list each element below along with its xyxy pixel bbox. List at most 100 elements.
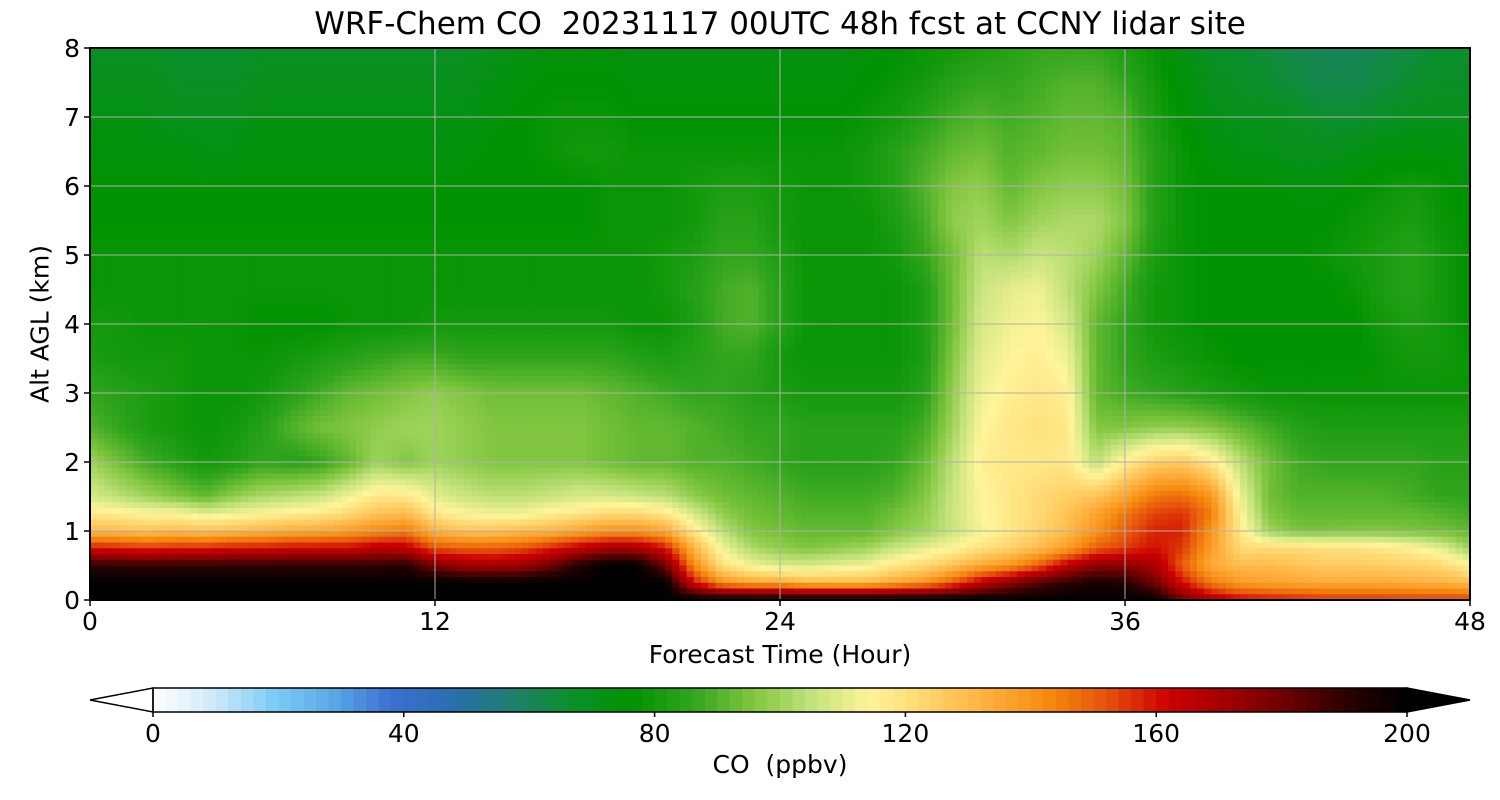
heatmap-cell bbox=[1045, 53, 1054, 61]
heatmap-cell bbox=[212, 163, 220, 170]
heatmap-cell bbox=[406, 94, 415, 101]
heatmap-cell bbox=[1218, 174, 1227, 181]
heatmap-cell bbox=[1038, 128, 1047, 135]
heatmap-cell bbox=[873, 122, 882, 130]
heatmap-cell bbox=[988, 122, 997, 130]
heatmap-cell bbox=[1441, 180, 1450, 187]
heatmap-cell bbox=[1168, 94, 1176, 101]
heatmap-cell bbox=[1405, 117, 1414, 124]
heatmap-cell bbox=[1462, 151, 1470, 158]
heatmap-cell bbox=[442, 191, 450, 199]
heatmap-cell bbox=[528, 53, 537, 61]
heatmap-cell bbox=[348, 191, 357, 199]
heatmap-cell bbox=[665, 99, 673, 107]
heatmap-cell bbox=[607, 53, 616, 61]
heatmap-cell bbox=[1362, 180, 1370, 187]
heatmap-cell bbox=[384, 163, 393, 170]
heatmap-cell bbox=[1448, 122, 1457, 130]
heatmap-cell bbox=[1067, 53, 1076, 61]
heatmap-cell bbox=[722, 140, 731, 147]
heatmap-cell bbox=[478, 117, 486, 124]
heatmap-cell bbox=[1010, 145, 1018, 153]
heatmap-cell bbox=[499, 122, 508, 130]
heatmap-cell bbox=[650, 174, 659, 181]
heatmap-cell bbox=[1304, 48, 1313, 55]
heatmap-cell bbox=[1024, 191, 1033, 199]
heatmap-cell bbox=[1275, 174, 1284, 181]
heatmap-cell bbox=[1390, 88, 1399, 95]
heatmap-cell bbox=[722, 65, 731, 72]
heatmap-cell bbox=[427, 48, 436, 55]
heatmap-cell bbox=[1146, 105, 1155, 112]
heatmap-cell bbox=[974, 163, 982, 170]
heatmap-cell bbox=[1232, 117, 1241, 124]
heatmap-cell bbox=[1189, 99, 1198, 107]
heatmap-cell bbox=[1146, 82, 1155, 89]
heatmap-cell bbox=[952, 76, 961, 84]
heatmap-cell bbox=[97, 122, 105, 130]
heatmap-cell bbox=[916, 122, 925, 130]
heatmap-cell bbox=[240, 140, 249, 147]
co-concentration-field bbox=[90, 48, 1470, 600]
heatmap-cell bbox=[255, 174, 264, 181]
heatmap-cell bbox=[787, 117, 795, 124]
heatmap-cell bbox=[672, 145, 680, 153]
heatmap-cell bbox=[679, 157, 688, 164]
heatmap-cell bbox=[930, 76, 939, 84]
heatmap-cell bbox=[125, 191, 134, 199]
heatmap-cell bbox=[952, 151, 961, 158]
heatmap-cell bbox=[1103, 53, 1112, 61]
heatmap-cell bbox=[1261, 180, 1270, 187]
heatmap-cell bbox=[1074, 163, 1083, 170]
heatmap-cell bbox=[736, 140, 745, 147]
heatmap-cell bbox=[370, 76, 379, 84]
heatmap-cell bbox=[959, 151, 968, 158]
heatmap-cell bbox=[240, 48, 249, 55]
heatmap-cell bbox=[1283, 163, 1291, 170]
heatmap-cell bbox=[585, 88, 594, 95]
heatmap-cell bbox=[435, 122, 443, 130]
heatmap-cell bbox=[945, 134, 954, 141]
heatmap-cell bbox=[772, 174, 781, 181]
heatmap-cell bbox=[837, 94, 846, 101]
heatmap-cell bbox=[837, 111, 846, 118]
heatmap-cell bbox=[1254, 53, 1263, 61]
heatmap-cell bbox=[176, 174, 185, 181]
heatmap-cell bbox=[1254, 88, 1263, 95]
heatmap-cell bbox=[154, 94, 163, 101]
heatmap-cell bbox=[240, 111, 249, 118]
heatmap-cell bbox=[1398, 140, 1406, 147]
heatmap-cell bbox=[485, 186, 494, 193]
heatmap-cell bbox=[966, 88, 975, 95]
heatmap-cell bbox=[657, 145, 666, 153]
heatmap-cell bbox=[765, 117, 774, 124]
heatmap-cell bbox=[298, 151, 307, 158]
heatmap-cell bbox=[133, 145, 141, 153]
heatmap-cell bbox=[205, 191, 213, 199]
heatmap-cell bbox=[1139, 53, 1148, 61]
heatmap-cell bbox=[1045, 94, 1054, 101]
heatmap-cell bbox=[593, 174, 601, 181]
heatmap-cell bbox=[607, 82, 616, 89]
heatmap-cell bbox=[449, 48, 458, 55]
heatmap-cell bbox=[1225, 134, 1234, 141]
heatmap-cell bbox=[212, 71, 220, 78]
heatmap-cell bbox=[197, 191, 206, 199]
heatmap-cell bbox=[643, 111, 652, 118]
heatmap-cell bbox=[1426, 53, 1435, 61]
heatmap-cell bbox=[269, 122, 278, 130]
heatmap-cell bbox=[794, 105, 803, 112]
heatmap-cell bbox=[614, 151, 623, 158]
heatmap-cell bbox=[485, 71, 494, 78]
heatmap-cell bbox=[650, 65, 659, 72]
heatmap-cell bbox=[1247, 53, 1255, 61]
heatmap-cell bbox=[384, 71, 393, 78]
heatmap-cell bbox=[550, 76, 558, 84]
heatmap-cell bbox=[629, 111, 637, 118]
heatmap-cell bbox=[1053, 145, 1061, 153]
heatmap-cell bbox=[988, 180, 997, 187]
heatmap-cell bbox=[197, 53, 206, 61]
heatmap-cell bbox=[758, 71, 767, 78]
heatmap-cell bbox=[413, 168, 422, 176]
heatmap-cell bbox=[542, 180, 551, 187]
